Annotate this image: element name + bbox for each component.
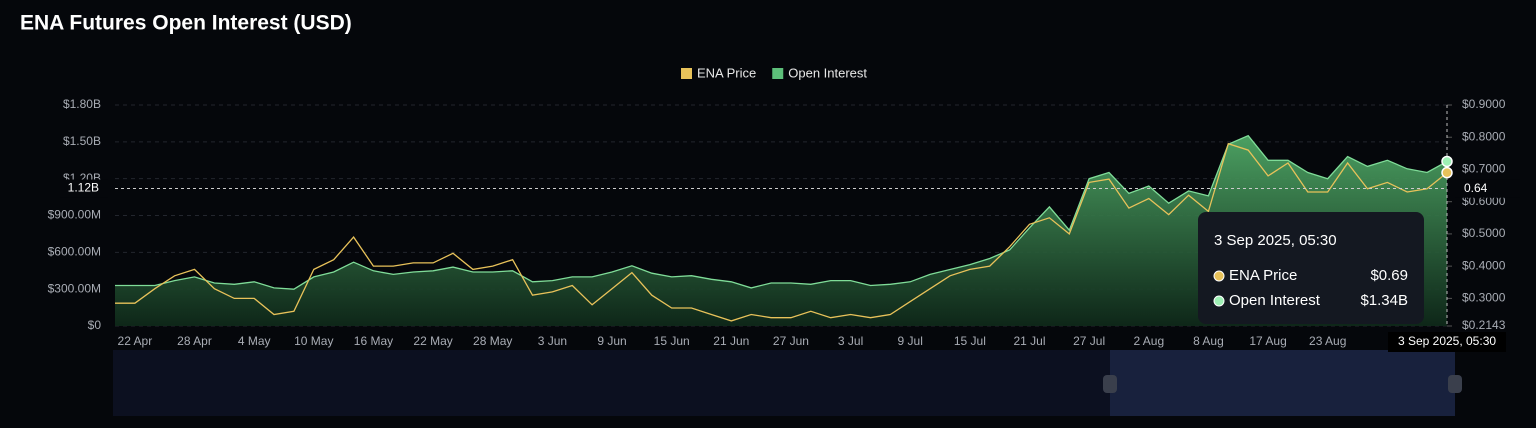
x-tick-label: 10 May [294,334,333,348]
y-tick-label: $600.00M [48,245,101,259]
x-tick-label: 9 Jun [597,334,626,348]
legend-label: Open Interest [788,65,867,80]
x-tick-label: 3 Jun [538,334,567,348]
x-tick-label: 21 Jul [1013,334,1045,348]
y2-tick-label: $0.5000 [1462,226,1506,240]
x-tick-label: 9 Jul [898,334,923,348]
x-tick-label: 15 Jul [954,334,986,348]
plot-area [115,134,1448,326]
y-tick-label: $1.50B [63,134,101,148]
x-tick-label: 3 Jul [838,334,863,348]
x-tick-label: 15 Jun [654,334,690,348]
crosshair-label-bg [1455,179,1520,198]
x-tick-label: 23 Aug [1309,334,1346,348]
x-tick-label: 22 Apr [118,334,153,348]
y-tick-label: $300.00M [48,281,101,295]
x-tick-label: 16 May [354,334,393,348]
crosshair-y2-label: 0.64 [1464,181,1488,195]
area [115,135,1447,326]
y2-tick-label: $0.2143 [1462,318,1506,332]
crosshair-label-bg [1388,332,1506,352]
navigator-handle[interactable] [1448,375,1462,393]
x-tick-label: 2 Aug [1133,334,1164,348]
x-tick-label: 27 Jul [1073,334,1105,348]
tooltip-value: $0.69 [1370,267,1408,284]
legend-swatch [681,68,692,79]
x-tick-label: 28 May [473,334,512,348]
tooltip-series: ENA Price [1229,267,1297,284]
legend-label: ENA Price [697,65,756,80]
x-tick-label: 8 Aug [1193,334,1224,348]
navigator-selection[interactable] [1110,350,1455,416]
tooltip [1198,212,1424,324]
legend-swatch [772,68,784,79]
x-tick-label: 21 Jun [713,334,749,348]
tooltip-swatch [1213,270,1225,282]
x-tick-label: 17 Aug [1249,334,1286,348]
point-marker [1441,166,1453,179]
crosshair-y-label: 1.12B [68,181,99,195]
y2-tick-label: $0.3000 [1462,291,1506,305]
overlay: 1.12B 0.64 3 Sep 2025, 05:30 3 Sep 2025, 05… [60,105,1520,352]
x-tick-label: 22 May [413,334,452,348]
y2-tick-label: $0.4000 [1462,258,1506,272]
legend: ENA Price Open Interest [681,65,867,80]
tooltip-series: Open Interest [1229,292,1321,309]
line [115,142,1448,322]
x-tick-label: 28 Apr [177,334,212,348]
y2-tick-label: $0.9000 [1462,97,1506,111]
tooltip-value: $1.34B [1360,292,1408,309]
navigator-handle[interactable] [1103,375,1117,393]
y-tick-label: $1.80B [63,97,101,111]
y-tick-label: $0 [88,318,102,332]
tooltip-title: 3 Sep 2025, 05:30 [1214,232,1337,249]
point-marker [1441,155,1453,168]
tooltip-swatch [1213,295,1225,307]
crosshair-x-label: 3 Sep 2025, 05:30 [1398,334,1496,348]
crosshair-label-bg [60,179,108,198]
y2-tick-label: $0.8000 [1462,129,1506,143]
x-tick-label: 27 Jun [773,334,809,348]
chart-title: ENA Futures Open Interest (USD) [20,12,352,35]
y-tick-label: $900.00M [48,208,101,222]
x-tick-label: 4 May [238,334,271,348]
y2-tick-label: $0.7000 [1462,162,1506,176]
